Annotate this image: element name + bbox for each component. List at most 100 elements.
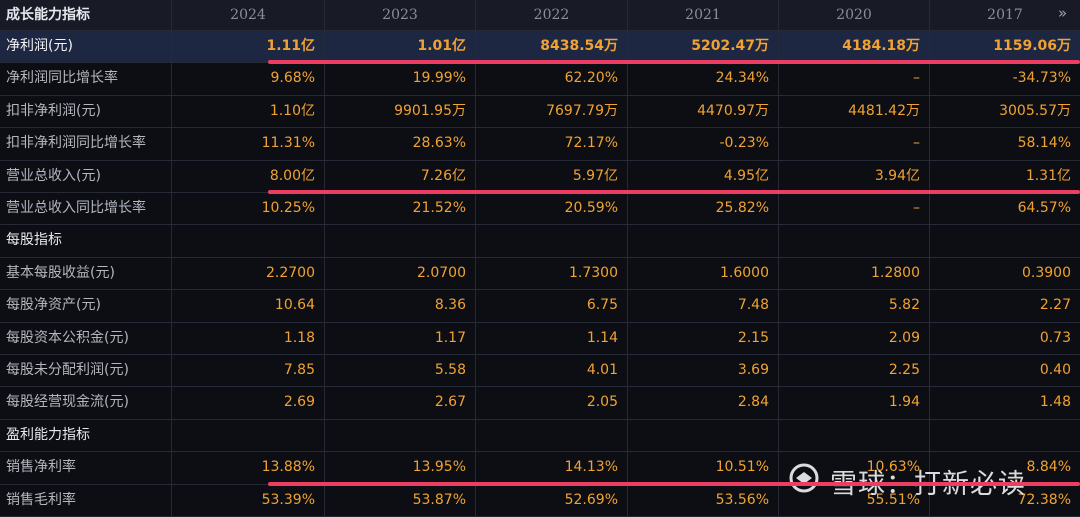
value-cell: 2.69 xyxy=(172,387,325,420)
value-cell: 2.25 xyxy=(779,355,930,388)
value-cell: 1.11亿 xyxy=(172,31,325,64)
value-cell: 2.67 xyxy=(325,387,476,420)
value-cell: 8.36 xyxy=(325,290,476,323)
row-label: 每股净资产(元) xyxy=(0,290,172,323)
value-cell: 1.94 xyxy=(779,387,930,420)
value-cell: 2.2700 xyxy=(172,257,325,291)
highlight-underline xyxy=(268,190,1080,194)
value-cell: 1.14 xyxy=(476,322,628,355)
empty-cell xyxy=(172,225,325,258)
row-label: 销售毛利率 xyxy=(0,484,172,517)
row-label: 每股未分配利润(元) xyxy=(0,355,172,388)
section-label: 盈利能力指标 xyxy=(0,419,172,453)
value-cell: -34.73% xyxy=(930,63,1080,96)
value-cell: 53.87% xyxy=(325,484,476,517)
value-cell: 4.01 xyxy=(476,355,628,388)
year-header: 2021 xyxy=(628,0,779,31)
value-cell: 58.14% xyxy=(930,128,1080,161)
value-cell: 53.56% xyxy=(628,484,779,517)
row-label: 净利润(元) xyxy=(0,31,172,64)
value-cell: 24.34% xyxy=(628,63,779,96)
row-label: 净利润同比增长率 xyxy=(0,63,172,96)
row-label: 扣非净利润同比增长率 xyxy=(0,128,172,161)
value-cell: 28.63% xyxy=(325,128,476,161)
empty-cell xyxy=(628,225,779,258)
value-cell: 11.31% xyxy=(172,128,325,161)
value-cell: – xyxy=(779,128,930,161)
empty-cell xyxy=(779,419,930,453)
highlight-underline xyxy=(268,481,1080,486)
value-cell: 19.99% xyxy=(325,63,476,96)
value-cell: 2.0700 xyxy=(325,257,476,291)
value-cell: 72.17% xyxy=(476,128,628,161)
empty-cell xyxy=(325,419,476,453)
header-title: 成长能力指标 xyxy=(0,0,172,31)
value-cell: 2.15 xyxy=(628,322,779,355)
value-cell: 72.38% xyxy=(930,485,1080,517)
value-cell: 7.26亿 xyxy=(325,160,476,193)
empty-cell xyxy=(930,225,1080,258)
value-cell: 5.82 xyxy=(779,290,930,323)
value-cell: 2.84 xyxy=(628,387,779,420)
empty-cell xyxy=(172,419,325,453)
value-cell: 5.97亿 xyxy=(476,160,628,193)
value-cell: 9901.95万 xyxy=(325,95,476,129)
value-cell: 3005.57万 xyxy=(930,96,1080,129)
empty-cell xyxy=(476,225,628,258)
value-cell: 9.68% xyxy=(172,63,325,96)
value-cell: 1.01亿 xyxy=(325,31,476,64)
value-cell: 2.27 xyxy=(930,290,1080,323)
value-cell: 4.95亿 xyxy=(628,160,779,193)
value-cell: 6.75 xyxy=(476,290,628,323)
scroll-arrow[interactable]: » xyxy=(1058,4,1068,22)
value-cell: 10.25% xyxy=(172,193,325,226)
value-cell: 0.73 xyxy=(930,323,1080,355)
value-cell: 2.09 xyxy=(779,322,930,355)
value-cell: 0.40 xyxy=(930,355,1080,388)
value-cell: 5202.47万 xyxy=(628,31,779,64)
value-cell: 1.2800 xyxy=(779,257,930,291)
value-cell: 4481.42万 xyxy=(779,95,930,129)
value-cell: 1.6000 xyxy=(628,257,779,291)
value-cell: 1.17 xyxy=(325,322,476,355)
year-header: 2023 xyxy=(325,0,476,31)
value-cell: 8438.54万 xyxy=(476,31,628,64)
year-header: 2024 xyxy=(172,0,325,31)
empty-cell xyxy=(628,419,779,453)
value-cell: 62.20% xyxy=(476,63,628,96)
value-cell: 4184.18万 xyxy=(779,31,930,64)
value-cell: 14.13% xyxy=(476,452,628,485)
value-cell: 0.3900 xyxy=(930,258,1080,291)
year-header: 2022 xyxy=(476,0,628,31)
value-cell: 1.48 xyxy=(930,387,1080,420)
value-cell: 25.82% xyxy=(628,193,779,226)
empty-cell xyxy=(779,225,930,258)
row-label: 营业总收入同比增长率 xyxy=(0,193,172,226)
value-cell: 64.57% xyxy=(930,193,1080,226)
value-cell: 13.88% xyxy=(172,452,325,485)
value-cell: 7.85 xyxy=(172,355,325,388)
row-label: 销售净利率 xyxy=(0,452,172,485)
empty-cell xyxy=(325,225,476,258)
value-cell: 52.69% xyxy=(476,484,628,517)
year-header: 2017 xyxy=(930,0,1080,31)
value-cell: 3.94亿 xyxy=(779,160,930,193)
highlight-underline xyxy=(268,60,1080,65)
value-cell: 21.52% xyxy=(325,193,476,226)
value-cell: 3.69 xyxy=(628,355,779,388)
row-label: 基本每股收益(元) xyxy=(0,257,172,291)
value-cell: 1.18 xyxy=(172,322,325,355)
empty-cell xyxy=(476,419,628,453)
logo xyxy=(789,463,819,493)
value-cell: 2.05 xyxy=(476,387,628,420)
empty-cell xyxy=(930,420,1080,453)
value-cell: 53.39% xyxy=(172,484,325,517)
row-label: 每股经营现金流(元) xyxy=(0,387,172,420)
year-header: 2020 xyxy=(779,0,930,31)
value-cell: 10.51% xyxy=(628,452,779,485)
value-cell: 7697.79万 xyxy=(476,95,628,129)
value-cell: 13.95% xyxy=(325,452,476,485)
row-label: 营业总收入(元) xyxy=(0,160,172,193)
value-cell: -0.23% xyxy=(628,128,779,161)
value-cell: – xyxy=(779,63,930,96)
